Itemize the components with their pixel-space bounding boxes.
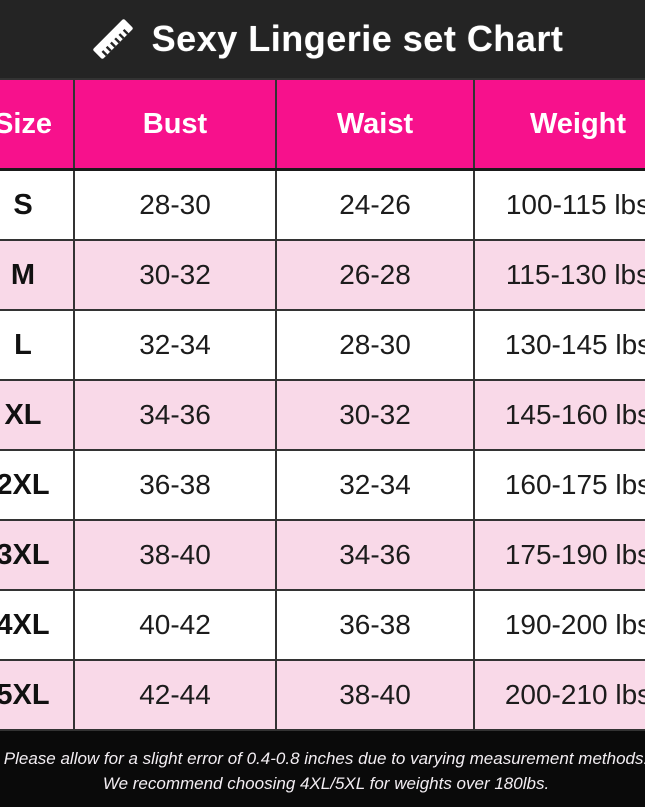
cell-waist: 34-36 <box>275 519 475 591</box>
column-header-weight: Weight <box>473 78 645 171</box>
cell-waist: 38-40 <box>275 659 475 731</box>
column-header-size: Size <box>0 78 75 171</box>
cell-waist: 36-38 <box>275 589 475 661</box>
table-row-l: L 32-34 28-30 130-145 lbs <box>0 309 645 381</box>
cell-weight: 130-145 lbs <box>473 309 645 381</box>
table-row-4xl: 4XL 40-42 36-38 190-200 lbs <box>0 589 645 661</box>
cell-weight: 100-115 lbs <box>473 168 645 241</box>
cell-bust: 42-44 <box>73 659 277 731</box>
cell-bust: 36-38 <box>73 449 277 521</box>
table-row-xl: XL 34-36 30-32 145-160 lbs <box>0 379 645 451</box>
cell-bust: 40-42 <box>73 589 277 661</box>
cell-weight: 190-200 lbs <box>473 589 645 661</box>
cell-bust: 38-40 <box>73 519 277 591</box>
cell-waist: 24-26 <box>275 168 475 241</box>
cell-weight: 200-210 lbs <box>473 659 645 731</box>
size-chart-table: Size Bust Waist Weight S 28-30 24-26 100… <box>0 78 645 731</box>
cell-bust: 34-36 <box>73 379 277 451</box>
column-header-waist: Waist <box>275 78 475 171</box>
page-title: Sexy Lingerie set Chart <box>151 18 564 59</box>
header-row: Size Bust Waist Weight <box>0 78 645 171</box>
cell-size: S <box>0 168 75 241</box>
table-row-s: S 28-30 24-26 100-115 lbs <box>0 168 645 241</box>
table-row-3xl: 3XL 38-40 34-36 175-190 lbs <box>0 519 645 591</box>
table-row-2xl: 2XL 36-38 32-34 160-175 lbs <box>0 449 645 521</box>
cell-weight: 145-160 lbs <box>473 379 645 451</box>
cell-bust: 28-30 <box>73 168 277 241</box>
table-row-5xl: 5XL 42-44 38-40 200-210 lbs <box>0 659 645 731</box>
note-line-1: Please allow for a slight error of 0.4-0… <box>3 749 645 768</box>
column-header-bust: Bust <box>73 78 277 171</box>
cell-weight: 175-190 lbs <box>473 519 645 591</box>
cell-size: XL <box>0 379 75 451</box>
cell-size: 3XL <box>0 519 75 591</box>
ruler-icon <box>89 15 137 63</box>
cell-waist: 26-28 <box>275 239 475 311</box>
cell-size: 4XL <box>0 589 75 661</box>
title-bar: Sexy Lingerie set Chart <box>0 0 645 78</box>
cell-weight: 160-175 lbs <box>473 449 645 521</box>
cell-size: 5XL <box>0 659 75 731</box>
cell-weight: 115-130 lbs <box>473 239 645 311</box>
cell-size: 2XL <box>0 449 75 521</box>
cell-size: M <box>0 239 75 311</box>
cell-waist: 30-32 <box>275 379 475 451</box>
footer-note: Please allow for a slight error of 0.4-0… <box>0 731 645 807</box>
note-line-2: We recommend choosing 4XL/5XL for weight… <box>102 774 550 793</box>
cell-bust: 32-34 <box>73 309 277 381</box>
table-row-m: M 30-32 26-28 115-130 lbs <box>0 239 645 311</box>
cell-waist: 32-34 <box>275 449 475 521</box>
cell-waist: 28-30 <box>275 309 475 381</box>
cell-bust: 30-32 <box>73 239 277 311</box>
cell-size: L <box>0 309 75 381</box>
